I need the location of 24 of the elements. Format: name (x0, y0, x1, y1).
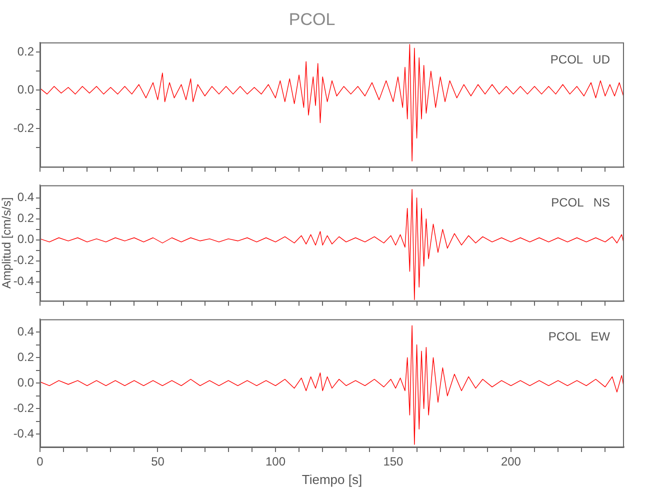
y-tick-label: 0.0 (17, 232, 34, 246)
y-tick-label: 0.2 (17, 44, 34, 58)
y-tick-label: 0.4 (17, 190, 34, 204)
y-tick-label: -0.2 (13, 120, 34, 135)
y-tick-label: 0.0 (17, 375, 34, 390)
y-tick-label: -0.4 (13, 426, 34, 441)
y-axis-title: Amplitud [cm/s/s] (0, 197, 14, 289)
text: PCOL EW (548, 330, 611, 344)
x-tick-label: 100 (265, 454, 286, 469)
y-tick-label: -0.2 (13, 253, 34, 268)
chart-title: PCOL (288, 10, 336, 29)
y-tick-label: 0.2 (17, 350, 34, 364)
x-tick-label: 0 (36, 454, 44, 469)
y-tick-label: -0.4 (13, 274, 34, 288)
y-tick-label: 0.2 (17, 211, 34, 226)
x-tick-label: 50 (151, 454, 165, 469)
series-label: PCOL UD (550, 52, 610, 67)
y-tick-label: 0.0 (17, 82, 34, 97)
y-tick-label: -0.2 (13, 400, 34, 415)
x-axis-title: Tiempo [s] (302, 472, 362, 487)
text: PCOL NS (551, 196, 610, 210)
x-tick-label: 150 (383, 454, 404, 469)
y-tick-label: 0.4 (17, 324, 34, 338)
x-tick-label: 200 (500, 454, 522, 469)
